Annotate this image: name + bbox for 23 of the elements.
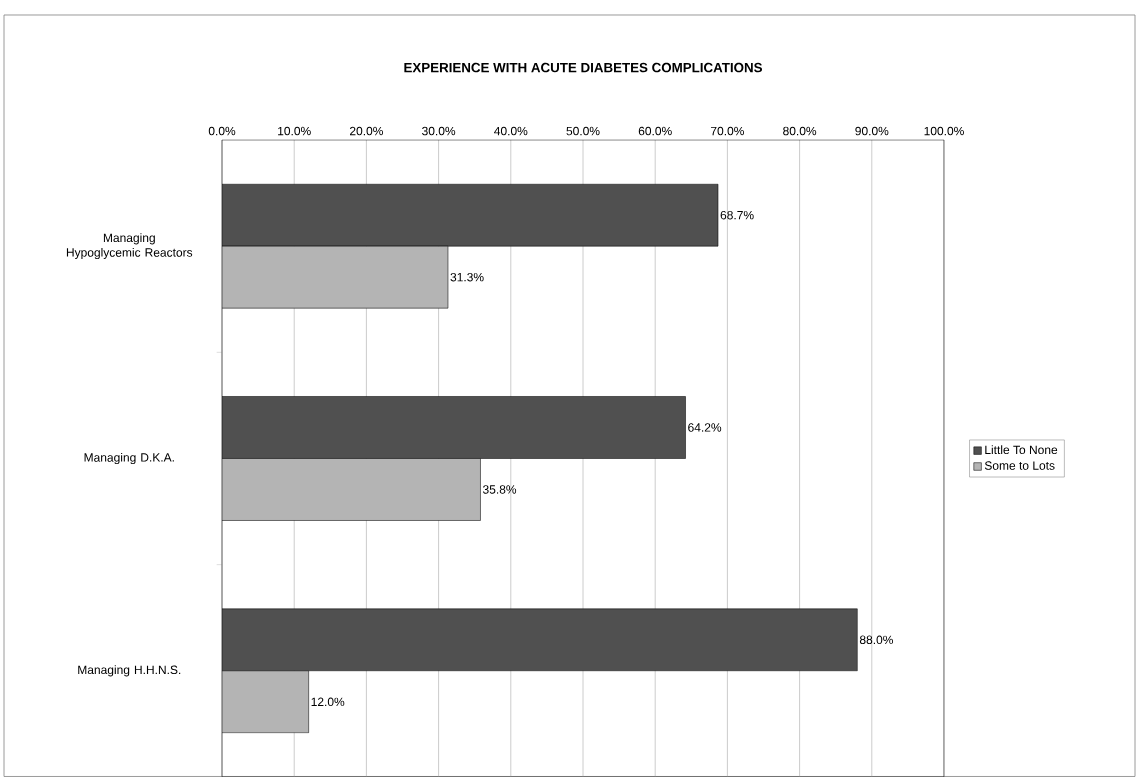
x-tick-label: 10.0% bbox=[278, 126, 311, 136]
y-tick-label: Managing Hypoglycemic Reactors bbox=[66, 233, 193, 259]
x-tick-label: 40.0% bbox=[494, 126, 528, 136]
y-tick-label: Managing D.K.A. bbox=[84, 452, 174, 464]
x-tick-label: 70.0% bbox=[710, 126, 744, 136]
data-label: 12.0% bbox=[311, 697, 345, 706]
data-label: 68.7% bbox=[720, 210, 754, 220]
data-label: 35.8% bbox=[482, 485, 517, 494]
x-tick-label: 60.0% bbox=[638, 126, 672, 136]
chart-title: EXPERIENCE WITH ACUTE DIABETES COMPLICATIONS bbox=[404, 62, 763, 73]
x-tick-label: 100.0% bbox=[924, 126, 964, 136]
legend-label: Some to Lots bbox=[984, 461, 1055, 470]
y-tick-label: Managing H.H.N.S. bbox=[78, 665, 181, 677]
x-tick-label: 80.0% bbox=[783, 126, 817, 136]
x-tick-label: 0.0% bbox=[208, 126, 236, 136]
x-tick-label: 30.0% bbox=[422, 126, 456, 136]
data-label: 64.2% bbox=[688, 423, 722, 432]
data-label: 31.3% bbox=[450, 272, 484, 282]
x-tick-label: 50.0% bbox=[566, 126, 600, 136]
legend-label: Little To None bbox=[985, 445, 1058, 454]
x-tick-label: 20.0% bbox=[350, 126, 383, 136]
data-label: 88.0% bbox=[859, 635, 893, 644]
x-tick-label: 90.0% bbox=[855, 126, 889, 136]
